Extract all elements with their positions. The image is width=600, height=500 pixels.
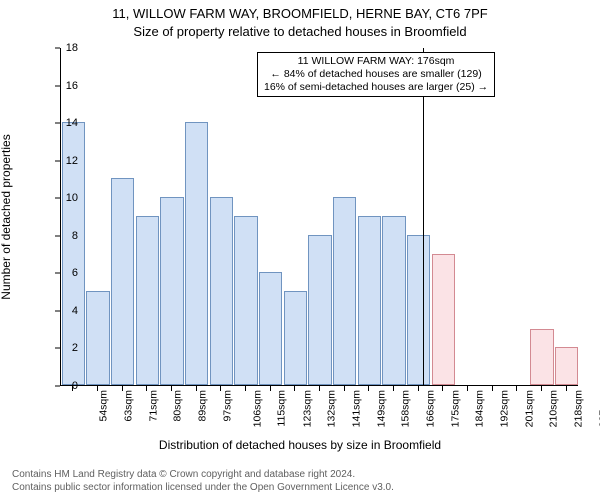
histogram-bar <box>234 216 257 385</box>
y-tick-label: 18 <box>44 42 78 54</box>
y-tick-label: 2 <box>44 342 78 354</box>
x-tick-label: 184sqm <box>474 390 486 427</box>
x-tick-mark <box>122 386 123 391</box>
x-tick-label: 115sqm <box>276 390 288 427</box>
x-tick-mark <box>294 386 295 391</box>
histogram-bar <box>530 329 553 385</box>
y-tick-mark <box>55 198 60 199</box>
histogram-bar <box>136 216 159 385</box>
x-tick-label: 80sqm <box>172 390 184 422</box>
plot-area <box>60 48 578 386</box>
y-tick-mark <box>55 85 60 86</box>
y-tick-mark <box>55 123 60 124</box>
chart-title-line1: 11, WILLOW FARM WAY, BROOMFIELD, HERNE B… <box>0 6 600 21</box>
histogram-bar <box>308 235 331 385</box>
x-tick-label: 201sqm <box>523 390 535 427</box>
y-axis-label: Number of detached properties <box>0 134 13 299</box>
histogram-bar <box>382 216 405 385</box>
annotation-line3: 16% of semi-detached houses are larger (… <box>264 81 488 94</box>
x-tick-mark <box>245 386 246 391</box>
x-axis-label: Distribution of detached houses by size … <box>0 438 600 452</box>
x-tick-mark <box>220 386 221 391</box>
histogram-bar <box>210 197 233 385</box>
y-tick-label: 8 <box>44 230 78 242</box>
footer-attribution: Contains HM Land Registry data © Crown c… <box>12 469 394 494</box>
x-tick-mark <box>418 386 419 391</box>
x-tick-mark <box>344 386 345 391</box>
histogram-bar <box>284 291 307 385</box>
x-tick-label: 89sqm <box>197 390 209 422</box>
x-tick-label: 149sqm <box>375 390 387 427</box>
annotation-line1: 11 WILLOW FARM WAY: 176sqm <box>264 55 488 68</box>
x-tick-mark <box>516 386 517 391</box>
y-tick-label: 16 <box>44 80 78 92</box>
histogram-bar <box>185 122 208 385</box>
y-tick-mark <box>55 273 60 274</box>
x-tick-mark <box>146 386 147 391</box>
x-tick-label: 97sqm <box>221 390 233 422</box>
footer-line2: Contains public sector information licen… <box>12 482 394 495</box>
annotation-line2: ← 84% of detached houses are smaller (12… <box>264 68 488 81</box>
histogram-bar <box>111 178 134 385</box>
y-tick-label: 10 <box>44 192 78 204</box>
x-tick-mark <box>270 386 271 391</box>
histogram-bar <box>259 272 282 385</box>
x-tick-mark <box>196 386 197 391</box>
x-tick-label: 218sqm <box>572 390 584 427</box>
x-tick-mark <box>72 386 73 391</box>
histogram-bar <box>160 197 183 385</box>
x-tick-mark <box>492 386 493 391</box>
y-tick-label: 12 <box>44 155 78 167</box>
x-tick-label: 166sqm <box>424 390 436 427</box>
footer-line1: Contains HM Land Registry data © Crown c… <box>12 469 394 482</box>
x-tick-mark <box>97 386 98 391</box>
histogram-bar <box>555 347 578 385</box>
x-tick-label: 123sqm <box>301 390 313 427</box>
y-tick-mark <box>55 348 60 349</box>
y-tick-label: 4 <box>44 305 78 317</box>
x-tick-label: 54sqm <box>98 390 110 422</box>
histogram-bar <box>407 235 430 385</box>
x-tick-mark <box>319 386 320 391</box>
histogram-bar <box>432 254 455 385</box>
x-tick-mark <box>467 386 468 391</box>
x-tick-mark <box>393 386 394 391</box>
x-tick-label: 63sqm <box>123 390 135 422</box>
y-tick-mark <box>55 310 60 311</box>
x-tick-label: 141sqm <box>350 390 362 427</box>
x-tick-mark <box>368 386 369 391</box>
y-tick-mark <box>55 48 60 49</box>
annotation-box: 11 WILLOW FARM WAY: 176sqm ← 84% of deta… <box>257 52 495 97</box>
x-tick-mark <box>541 386 542 391</box>
y-tick-mark <box>55 160 60 161</box>
y-tick-label: 6 <box>44 267 78 279</box>
histogram-bar <box>86 291 109 385</box>
x-tick-label: 158sqm <box>400 390 412 427</box>
x-tick-label: 175sqm <box>449 390 461 427</box>
y-tick-label: 14 <box>44 117 78 129</box>
chart-title-line2: Size of property relative to detached ho… <box>0 24 600 39</box>
x-tick-mark <box>566 386 567 391</box>
y-tick-mark <box>55 386 60 387</box>
x-tick-mark <box>442 386 443 391</box>
histogram-bar <box>333 197 356 385</box>
property-marker-line <box>423 48 424 386</box>
histogram-bar <box>358 216 381 385</box>
x-tick-label: 71sqm <box>147 390 159 422</box>
x-tick-mark <box>171 386 172 391</box>
y-tick-mark <box>55 235 60 236</box>
x-tick-label: 192sqm <box>498 390 510 427</box>
x-tick-label: 132sqm <box>326 390 338 427</box>
bars-group <box>61 48 578 385</box>
x-tick-label: 106sqm <box>252 390 264 427</box>
chart-container: 11, WILLOW FARM WAY, BROOMFIELD, HERNE B… <box>0 0 600 500</box>
x-tick-label: 210sqm <box>548 390 560 427</box>
